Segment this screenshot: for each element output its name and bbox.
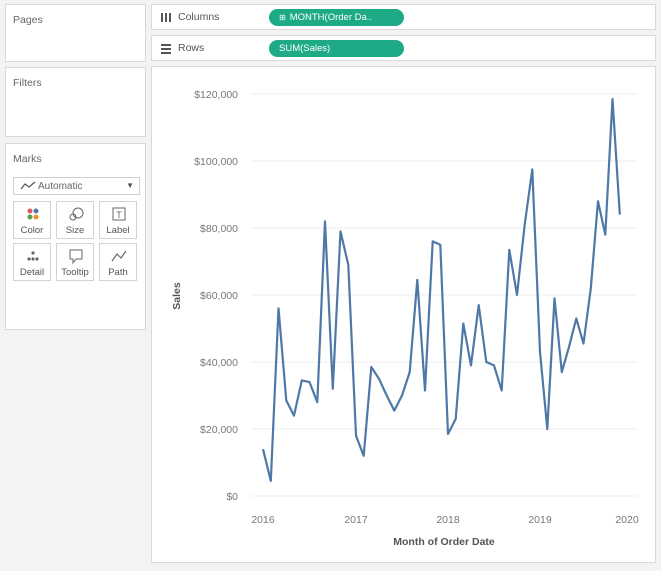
columns-shelf-label: Columns: [160, 11, 219, 23]
color-button[interactable]: Color: [13, 201, 51, 239]
rows-pill-text: SUM(Sales): [279, 43, 331, 54]
size-button[interactable]: Size: [56, 201, 94, 239]
columns-pill[interactable]: ⊞ MONTH(Order Da..: [269, 9, 404, 26]
detail-icon: [27, 251, 39, 261]
tooltip-label: Tooltip: [61, 267, 89, 278]
pages-card: Pages: [5, 4, 146, 62]
columns-icon: [161, 12, 171, 22]
expand-icon[interactable]: ⊞: [279, 13, 286, 22]
rows-label-text: Rows: [178, 42, 205, 54]
y-tick-label: $60,000: [200, 290, 238, 302]
y-tick-label: $80,000: [200, 223, 238, 235]
label-button[interactable]: T Label: [99, 201, 137, 239]
x-axis-ticks: 2016 2017 2018 2019 2020: [251, 514, 639, 526]
rows-icon: [161, 43, 171, 54]
chevron-down-icon: ▼: [126, 181, 134, 190]
label-icon: T: [112, 207, 126, 221]
series-layer[interactable]: [261, 97, 621, 482]
y-tick-label: $40,000: [200, 357, 238, 369]
tooltip-icon: [69, 249, 83, 265]
size-label: Size: [65, 225, 85, 236]
path-button[interactable]: Path: [99, 243, 137, 281]
gridlines: [252, 93, 637, 497]
size-icon: [69, 207, 84, 221]
rows-pill[interactable]: SUM(Sales): [269, 40, 404, 57]
columns-pill-text: MONTH(Order Da..: [289, 12, 373, 23]
x-tick-label: 2018: [436, 514, 460, 526]
detail-label: Detail: [19, 267, 45, 278]
rows-shelf-label: Rows: [160, 42, 204, 54]
x-tick-label: 2016: [251, 514, 275, 526]
sales-series-line[interactable]: [261, 97, 621, 482]
filters-title: Filters: [13, 77, 42, 89]
label-label: Label: [106, 225, 130, 236]
path-icon: [111, 250, 127, 262]
color-label: Color: [20, 225, 44, 236]
color-dots-icon: [27, 208, 39, 220]
columns-label-text: Columns: [178, 11, 220, 23]
detail-button[interactable]: Detail: [13, 243, 51, 281]
x-tick-label: 2020: [615, 514, 639, 526]
y-axis-ticks: $0 $20,000 $40,000 $60,000 $80,000 $100,000 $1…: [194, 89, 238, 503]
columns-shelf[interactable]: Columns ⊞ MONTH(Order Da..: [151, 4, 656, 30]
x-tick-label: 2017: [344, 514, 368, 526]
mark-type-label: Automatic: [38, 180, 83, 192]
line-chart-icon: [20, 181, 36, 190]
svg-text:T: T: [116, 210, 122, 220]
marks-title: Marks: [13, 153, 42, 165]
y-tick-label: $100,000: [194, 156, 238, 168]
mark-type-dropdown[interactable]: Automatic ▼: [13, 177, 140, 195]
x-tick-label: 2019: [528, 514, 552, 526]
line-chart[interactable]: $0 $20,000 $40,000 $60,000 $80,000 $100,000 $1…: [152, 67, 655, 562]
filters-card[interactable]: Filters: [5, 67, 146, 137]
marks-card: Marks Automatic ▼ Color Size T Label: [5, 143, 146, 330]
y-tick-label: $0: [226, 491, 238, 503]
y-axis-title: Sales: [171, 282, 183, 310]
chart-card: $0 $20,000 $40,000 $60,000 $80,000 $100,000 $1…: [151, 66, 656, 563]
tooltip-button[interactable]: Tooltip: [56, 243, 94, 281]
x-axis-title: Month of Order Date: [393, 536, 495, 548]
y-tick-label: $20,000: [200, 424, 238, 436]
path-label: Path: [108, 267, 128, 278]
pages-title: Pages: [13, 14, 43, 26]
rows-shelf[interactable]: Rows SUM(Sales): [151, 35, 656, 61]
y-tick-label: $120,000: [194, 89, 238, 101]
